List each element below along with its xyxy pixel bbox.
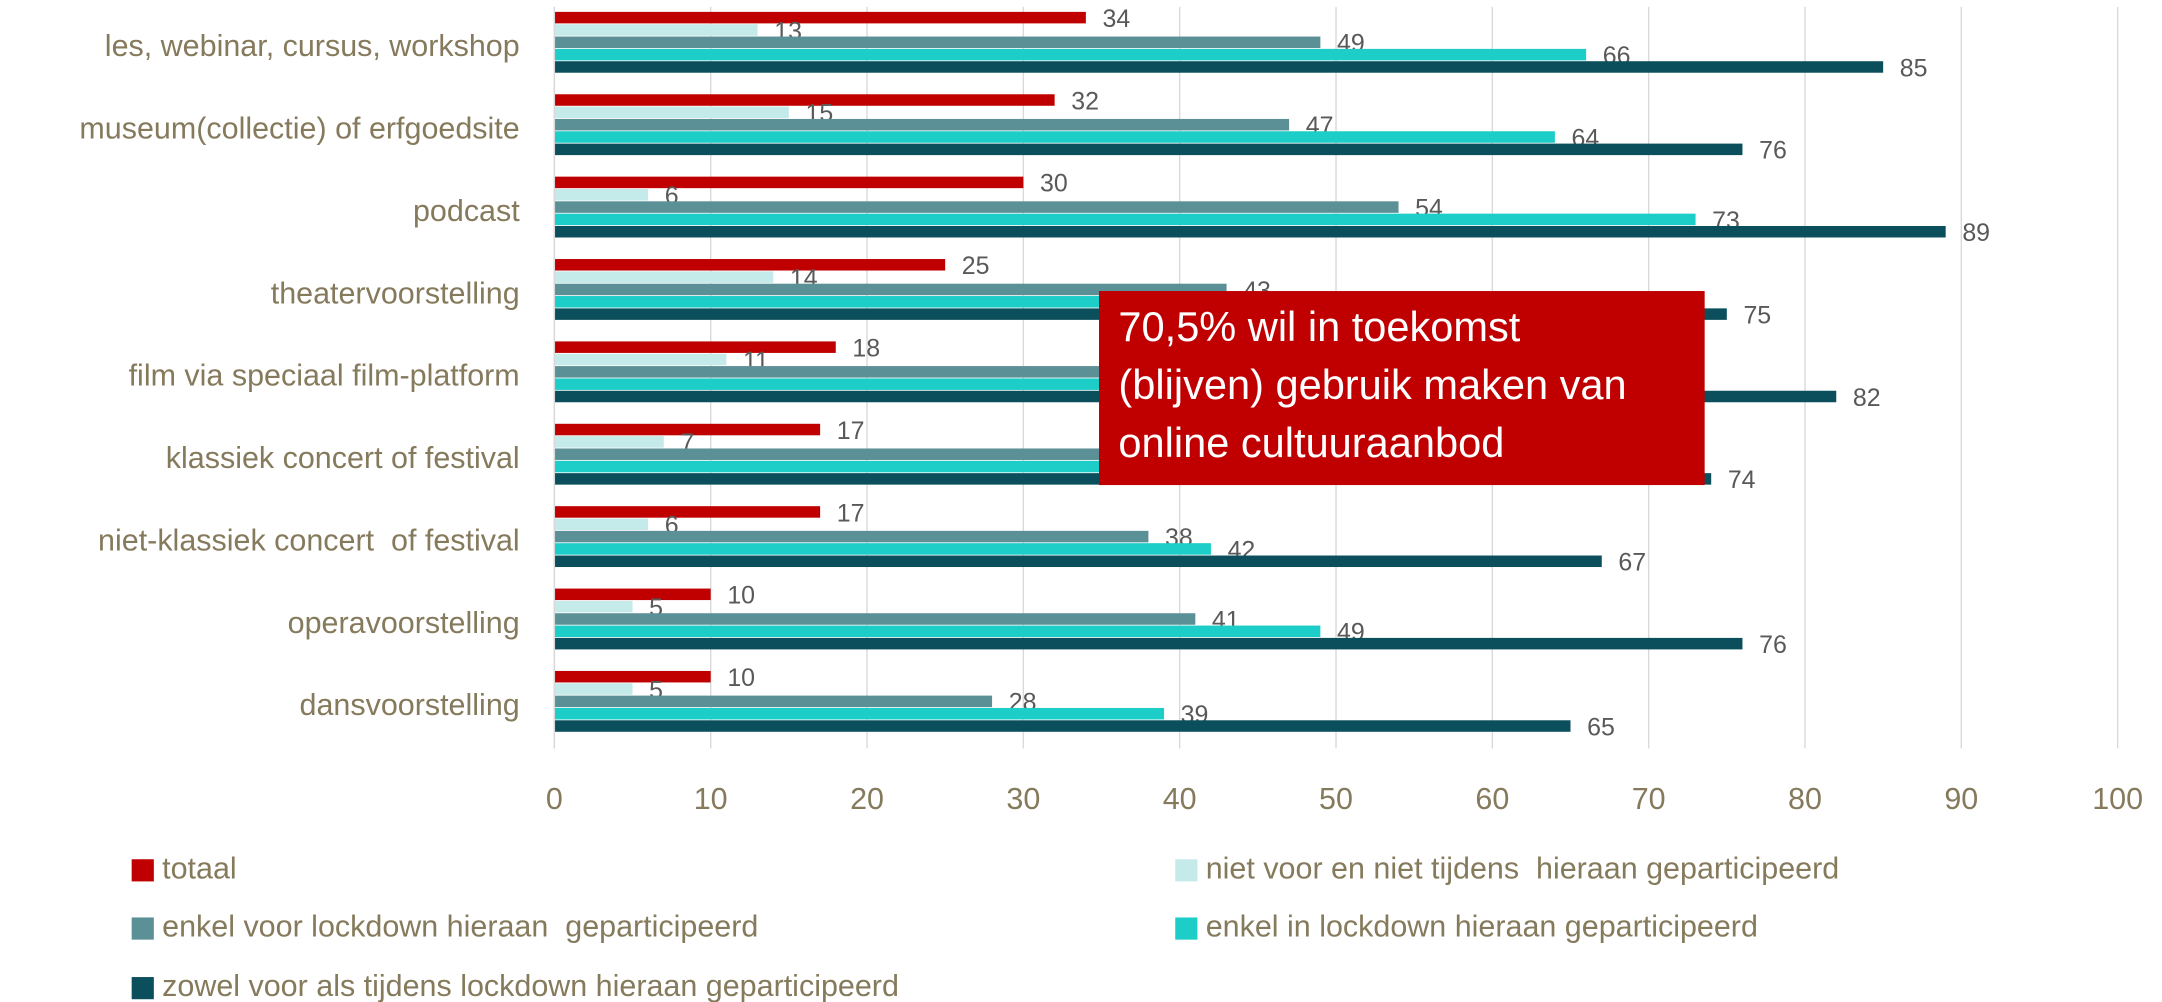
category-label: dansvoorstelling <box>300 688 520 722</box>
bar <box>554 176 1024 189</box>
bar <box>554 188 649 201</box>
bar <box>554 530 1149 543</box>
x-tick-label: 30 <box>1006 782 1040 816</box>
value-label: 18 <box>852 335 880 363</box>
x-tick-label: 90 <box>1944 782 1978 816</box>
x-tick-label: 100 <box>2092 782 2143 816</box>
bar <box>554 518 649 531</box>
bar <box>554 213 1696 226</box>
category-label: podcast <box>413 194 520 228</box>
bar <box>554 460 1352 473</box>
x-tick-label: 80 <box>1788 782 1822 816</box>
value-label: 76 <box>1759 631 1787 659</box>
category-label: museum(collectie) of erfgoedsite <box>79 112 519 146</box>
bar <box>554 378 1524 390</box>
x-tick-label: 50 <box>1319 782 1353 816</box>
x-tick-label: 60 <box>1475 782 1509 816</box>
value-label: 10 <box>727 664 755 692</box>
x-tick-label: 0 <box>546 782 563 816</box>
legend-label: enkel voor lockdown hieraan geparticipee… <box>162 910 758 944</box>
legend-swatch <box>131 917 154 940</box>
bar <box>554 143 1743 156</box>
bar <box>554 707 1165 720</box>
value-label: 32 <box>1071 87 1099 115</box>
value-label: 25 <box>962 252 990 280</box>
bar <box>554 720 1571 732</box>
category-label: film via speciaal film-platform <box>129 359 520 393</box>
bar <box>554 448 1243 460</box>
x-tick-label: 70 <box>1632 782 1666 816</box>
legend-label: enkel in lockdown hieraan geparticipeerd <box>1206 910 1758 944</box>
value-label: 67 <box>1618 549 1646 577</box>
value-label: 75 <box>1743 301 1771 329</box>
x-tick-label: 40 <box>1163 782 1197 816</box>
bar <box>554 625 1321 638</box>
bar <box>554 36 1321 49</box>
x-tick-label: 10 <box>694 782 728 816</box>
bar <box>554 555 1602 568</box>
value-label: 85 <box>1900 54 1928 82</box>
bar <box>554 506 821 518</box>
category-label: klassiek concert of festival <box>166 441 520 475</box>
value-label: 17 <box>837 417 865 445</box>
bar <box>554 131 1555 143</box>
value-label: 17 <box>837 499 865 527</box>
bar <box>554 436 664 448</box>
bar <box>554 24 758 36</box>
category-label: operavoorstelling <box>288 606 520 640</box>
bar <box>554 543 1211 555</box>
legend-swatch <box>131 977 154 1000</box>
legend-label: totaal <box>162 851 237 885</box>
value-label: 10 <box>727 582 755 610</box>
bar <box>554 48 1587 61</box>
bar <box>554 637 1743 650</box>
x-tick-label: 20 <box>850 782 884 816</box>
bar <box>554 613 1196 625</box>
bar <box>554 366 1258 378</box>
annotation-box <box>1099 291 1705 486</box>
bar <box>554 600 633 613</box>
bar <box>554 695 993 708</box>
legend-label: niet voor en niet tijdens hieraan gepart… <box>1206 851 1839 885</box>
value-label: 34 <box>1103 5 1131 33</box>
legend-swatch <box>1175 917 1198 940</box>
bar <box>554 588 711 601</box>
value-label: 65 <box>1587 713 1615 741</box>
bar <box>554 423 821 436</box>
bar <box>554 225 1946 238</box>
value-label: 74 <box>1728 466 1756 494</box>
bar <box>554 94 1055 106</box>
category-label: theatervoorstelling <box>271 276 520 310</box>
bar <box>554 283 1227 296</box>
category-label: niet-klassiek concert of festival <box>98 523 520 557</box>
bar <box>554 353 727 366</box>
bar <box>554 259 946 271</box>
annotation-text: 70,5% wil in toekomst <box>1118 303 1520 350</box>
bar <box>554 296 1493 308</box>
bar <box>554 341 836 353</box>
bar <box>554 11 1086 24</box>
annotation-text: (blijven) gebruik maken van <box>1118 361 1626 408</box>
legend-swatch <box>1175 859 1198 882</box>
bar <box>554 61 1884 73</box>
bar <box>554 118 1290 131</box>
bar <box>554 271 774 283</box>
value-label: 89 <box>1962 219 1990 247</box>
category-label: les, webinar, cursus, workshop <box>105 29 520 63</box>
bar <box>554 201 1399 213</box>
bar <box>554 106 789 119</box>
value-label: 76 <box>1759 137 1787 165</box>
bar <box>554 683 633 695</box>
annotation-text: online cultuuraanbod <box>1118 419 1504 466</box>
bar <box>554 670 711 683</box>
value-label: 82 <box>1853 384 1881 412</box>
legend-label: zowel voor als tijdens lockdown hieraan … <box>162 969 899 1002</box>
value-label: 30 <box>1040 170 1068 198</box>
legend-swatch <box>131 859 154 882</box>
